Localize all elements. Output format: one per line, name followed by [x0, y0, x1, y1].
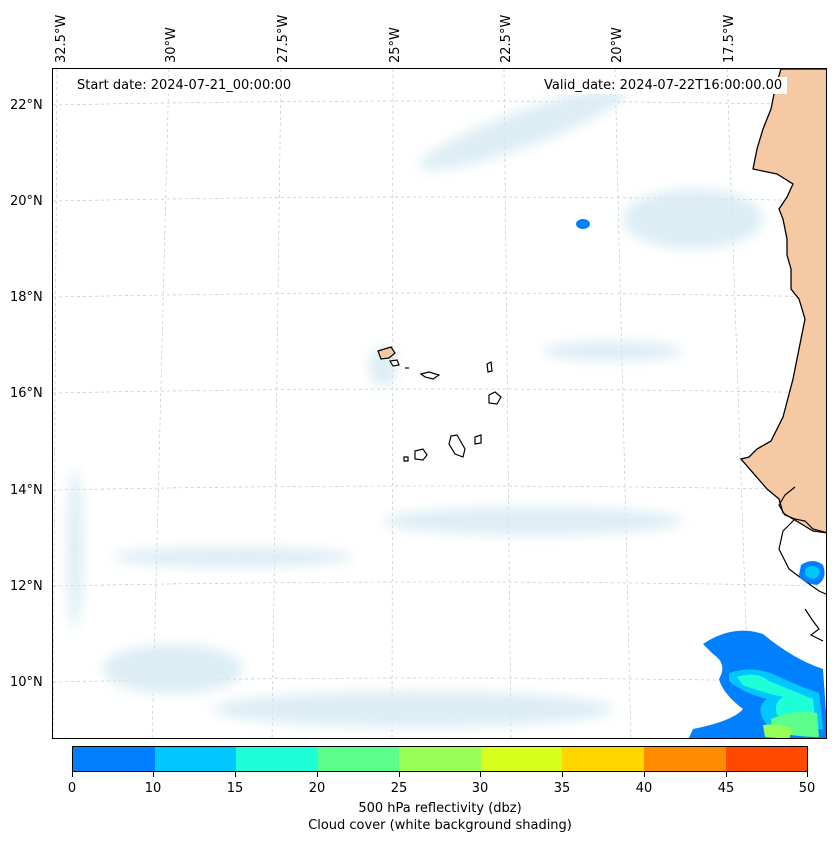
gridline-lat-16n — [53, 388, 826, 394]
cloud-cover — [67, 87, 763, 727]
colorbar-label-40: 40 — [635, 781, 653, 796]
island-sao-vicente — [389, 359, 400, 367]
colorbar-tick-15 — [235, 772, 236, 777]
lat-label-22n: 22°N — [10, 98, 43, 113]
colorbar-label-30: 30 — [471, 781, 489, 796]
lat-label-16n: 16°N — [10, 386, 43, 401]
lon-label-32-5w: 32.5°W — [54, 14, 69, 63]
gridline-lon-22-5w — [503, 69, 512, 738]
start-date-label: Start date: 2024-07-21_00:00:00 — [72, 77, 297, 94]
gridline-lat-14n — [53, 485, 826, 491]
land-africa — [739, 69, 826, 642]
lat-label-14n: 14°N — [10, 483, 43, 498]
colorbar-title: 500 hPa reflectivity (dbz) — [358, 801, 522, 816]
cloud-band-low — [213, 691, 613, 727]
reflectivity-echoes — [576, 219, 826, 738]
colorbar-label-20: 20 — [308, 781, 326, 796]
island-brava — [403, 456, 409, 462]
cloud-band-north — [419, 87, 627, 171]
colorbar-segment-15-20 — [236, 747, 318, 771]
island-santiago — [448, 434, 466, 458]
lon-label-25w: 25°W — [388, 27, 403, 63]
lat-label-20n: 20°N — [10, 194, 43, 209]
colorbar-segment-20-25 — [317, 747, 400, 771]
lat-label-18n: 18°N — [10, 290, 43, 305]
africa-coast-south — [778, 486, 826, 642]
lat-label-12n: 12°N — [10, 579, 43, 594]
gridline-lon-25w — [391, 69, 394, 738]
colorbar-segment-40-45 — [643, 747, 726, 771]
island-sal — [486, 361, 493, 373]
lon-label-17-5w: 17.5°W — [722, 14, 737, 63]
colorbar-label-35: 35 — [553, 781, 571, 796]
gridline-lon-20w — [614, 69, 632, 738]
colorbar-tick-10 — [153, 772, 154, 777]
colorbar-segment-0-10 — [73, 747, 155, 771]
lon-label-22-5w: 22.5°W — [499, 14, 514, 63]
colorbar-segment-10-15 — [154, 747, 237, 771]
colorbar-segment-35-40 — [562, 747, 644, 771]
echo-small-north — [576, 219, 590, 229]
colorbar-label-0: 0 — [67, 781, 77, 796]
colorbar-tick-20 — [317, 772, 318, 777]
island-maio — [474, 434, 482, 445]
gridline-lon-27-5w — [271, 69, 282, 738]
lon-label-20w: 20°W — [610, 27, 625, 63]
colorbar-tick-30 — [480, 772, 481, 777]
colorbar-tick-35 — [562, 772, 563, 777]
gridline-lat-12n — [53, 581, 826, 587]
lat-label-10n: 10°N — [10, 675, 43, 690]
cloud-band-mid — [543, 341, 683, 361]
colorbar — [72, 746, 808, 772]
colorbar-tick-40 — [644, 772, 645, 777]
colorbar-tick-25 — [399, 772, 400, 777]
island-sao-nicolau — [419, 371, 441, 380]
island-fogo — [414, 448, 428, 461]
colorbar-segment-30-35 — [480, 747, 563, 771]
colorbar-label-15: 15 — [226, 781, 244, 796]
cloud-band-center — [383, 507, 683, 535]
cloud-band-south — [113, 547, 353, 567]
gridline-lat-22n — [53, 100, 826, 106]
gridline-lat-18n — [53, 292, 826, 298]
colorbar-label-50: 50 — [798, 781, 816, 796]
echo-coastal-inner — [805, 566, 820, 579]
gridline-lat-20n — [53, 196, 826, 202]
colorbar-label-10: 10 — [144, 781, 162, 796]
africa-coastline — [739, 69, 826, 534]
gridline-lon-17-5w — [726, 69, 751, 738]
map-panel — [52, 68, 827, 739]
gridline-lon-32-5w — [53, 69, 58, 738]
valid-date-label: Valid_date: 2024-07-22T16:00:00.00 — [539, 77, 788, 94]
gridline-lon-30w — [151, 69, 170, 738]
colorbar-tick-45 — [726, 772, 727, 777]
lon-label-30w: 30°W — [164, 27, 179, 63]
colorbar-label-25: 25 — [390, 781, 408, 796]
lon-label-27-5w: 27.5°W — [276, 14, 291, 63]
map-canvas — [53, 69, 826, 738]
cape-verde-islands — [377, 346, 502, 462]
echo-southeast-inner — [737, 674, 815, 721]
colorbar-segment-45-50 — [725, 747, 808, 771]
cloud-band-west — [67, 469, 83, 629]
colorbar-tick-0 — [72, 772, 73, 777]
colorbar-subtitle: Cloud cover (white background shading) — [308, 818, 572, 833]
island-santo-antao — [377, 346, 396, 360]
island-boa-vista — [488, 391, 502, 405]
colorbar-segment-25-30 — [399, 747, 481, 771]
cloud-band-sw — [103, 644, 243, 694]
colorbar-label-45: 45 — [717, 781, 735, 796]
cloud-band-northeast — [623, 189, 763, 249]
echo-southeast-peak — [763, 724, 793, 738]
colorbar-tick-50 — [807, 772, 808, 777]
